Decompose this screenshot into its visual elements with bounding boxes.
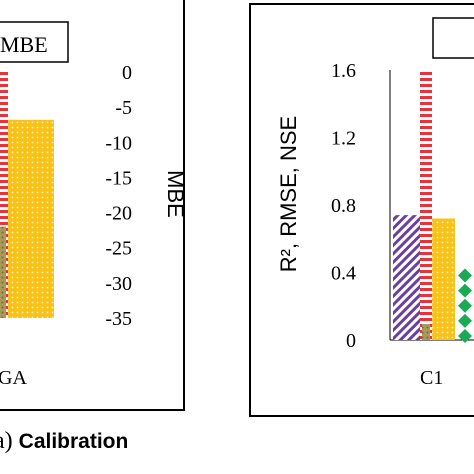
left-y-tick-label: -20 (105, 203, 132, 225)
right-bar-yellow (432, 218, 455, 340)
right-chart: 0 0.4 0.8 1.2 1.6 R², RMSE, NSE C1 (249, 3, 474, 417)
right-bar-olive-base (422, 324, 430, 340)
caption: a) Calibration (0, 428, 128, 455)
left-y-ticks: 0 -5 -10 -15 -20 -25 -30 -35 (105, 62, 132, 330)
right-bars-group (393, 70, 472, 343)
left-y-axis-title: MBE (163, 170, 188, 218)
right-bar-purple (393, 215, 420, 340)
right-y-tick-label: 0.8 (331, 195, 356, 217)
left-y-tick-label: -10 (105, 132, 132, 154)
right-plot-frame (249, 3, 474, 417)
right-bar-red (420, 70, 432, 340)
right-legend-box (432, 17, 474, 59)
caption-bold: Calibration (18, 430, 129, 453)
right-bar-green-diamond (458, 313, 472, 328)
left-bars-group (0, 72, 54, 319)
right-bar-green-diamond (458, 298, 472, 313)
left-bar-olive (0, 226, 6, 318)
right-y-axis-title: R², RMSE, NSE (276, 116, 301, 272)
right-bar-green-diamond (458, 268, 472, 283)
left-legend-box (0, 21, 69, 63)
right-bar-green-diamond (458, 329, 472, 343)
left-y-tick-label: -30 (105, 273, 132, 295)
left-y-tick-label: -15 (105, 167, 132, 189)
right-bar-green-diamond (458, 283, 472, 298)
right-y-tick-label: 0.4 (331, 263, 356, 285)
right-y-ticks: 0 0.4 0.8 1.2 1.6 (331, 60, 356, 352)
right-y-tick-label: 1.6 (331, 60, 356, 82)
left-legend-label: MBE (0, 32, 48, 57)
right-category-label: C1 (420, 367, 443, 389)
left-bar-red (0, 72, 8, 318)
left-plot-frame (0, 0, 185, 411)
left-y-tick-label: 0 (122, 62, 132, 84)
right-y-tick-label: 0 (346, 330, 356, 352)
left-bar-yellow (8, 119, 54, 319)
left-y-tick-label: -35 (105, 308, 132, 330)
left-y-tick-label: -5 (115, 97, 132, 119)
left-y-tick-label: -25 (105, 238, 132, 260)
right-y-tick-label: 1.2 (331, 128, 356, 150)
left-chart: MBE 0 -5 -10 -15 -20 -25 -30 -35 MBE GA (0, 0, 188, 411)
caption-prefix: a) (0, 428, 13, 454)
left-category-label: GA (0, 367, 27, 389)
